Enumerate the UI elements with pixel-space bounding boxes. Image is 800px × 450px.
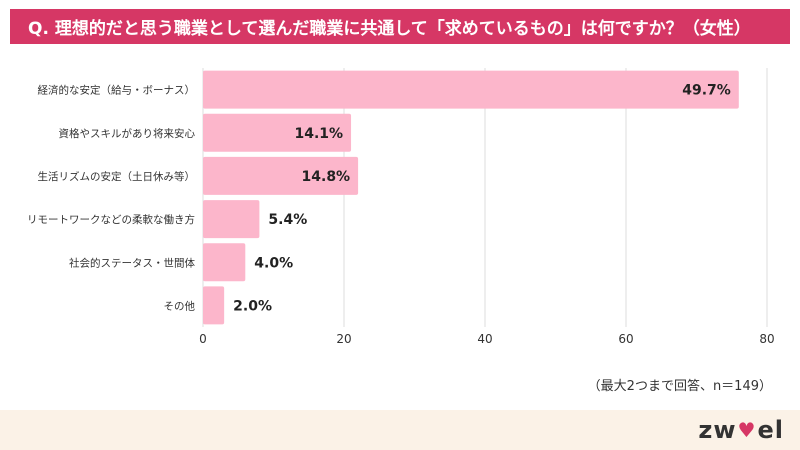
bar (203, 286, 225, 325)
category-label: その他 (164, 299, 196, 312)
x-tick-label: 80 (759, 332, 774, 346)
bar (203, 113, 352, 152)
bar (203, 200, 260, 239)
chart-title-text: Q. 理想的だと思う職業として選んだ職業に共通して「求めているもの」は何ですか？… (28, 19, 751, 39)
data-label: 5.4% (268, 212, 307, 228)
brand-logo: zw ♥ el (698, 414, 784, 446)
bar (203, 243, 246, 282)
data-label: 2.0% (233, 298, 272, 314)
category-label: 資格やスキルがあり将来安心 (59, 127, 196, 140)
bar-chart: 0 20 40 60 80 経済的な安定（給与・ボーナス） 49.7% 資格やスキルがあり将来… (27, 68, 775, 346)
category-label: 生活リズムの安定（土日休み等） (38, 170, 196, 183)
bar (203, 70, 739, 109)
category-label: リモートワークなどの柔軟な働き方 (27, 213, 195, 226)
footer-band (0, 410, 800, 450)
logo-text-right: el (757, 416, 784, 444)
chart-title: Q. 理想的だと思う職業として選んだ職業に共通して「求めているもの」は何ですか？… (10, 9, 790, 44)
data-label: 4.0% (254, 255, 293, 271)
x-tick-label: 40 (477, 332, 492, 346)
x-tick-label: 0 (199, 332, 207, 346)
category-label: 経済的な安定（給与・ボーナス） (38, 84, 196, 97)
sample-note: （最大2つまで回答、n＝149） (587, 379, 772, 394)
data-label: 14.1% (294, 126, 343, 142)
category-label: 社会的ステータス・世間体 (69, 256, 195, 269)
x-tick-label: 60 (618, 332, 633, 346)
logo-text-left: zw (698, 416, 737, 444)
x-tick-label: 20 (336, 332, 351, 346)
bar (203, 156, 359, 195)
data-label: 49.7% (682, 83, 731, 99)
heart-icon: ♥ (737, 418, 757, 442)
data-label: 14.8% (302, 169, 351, 185)
